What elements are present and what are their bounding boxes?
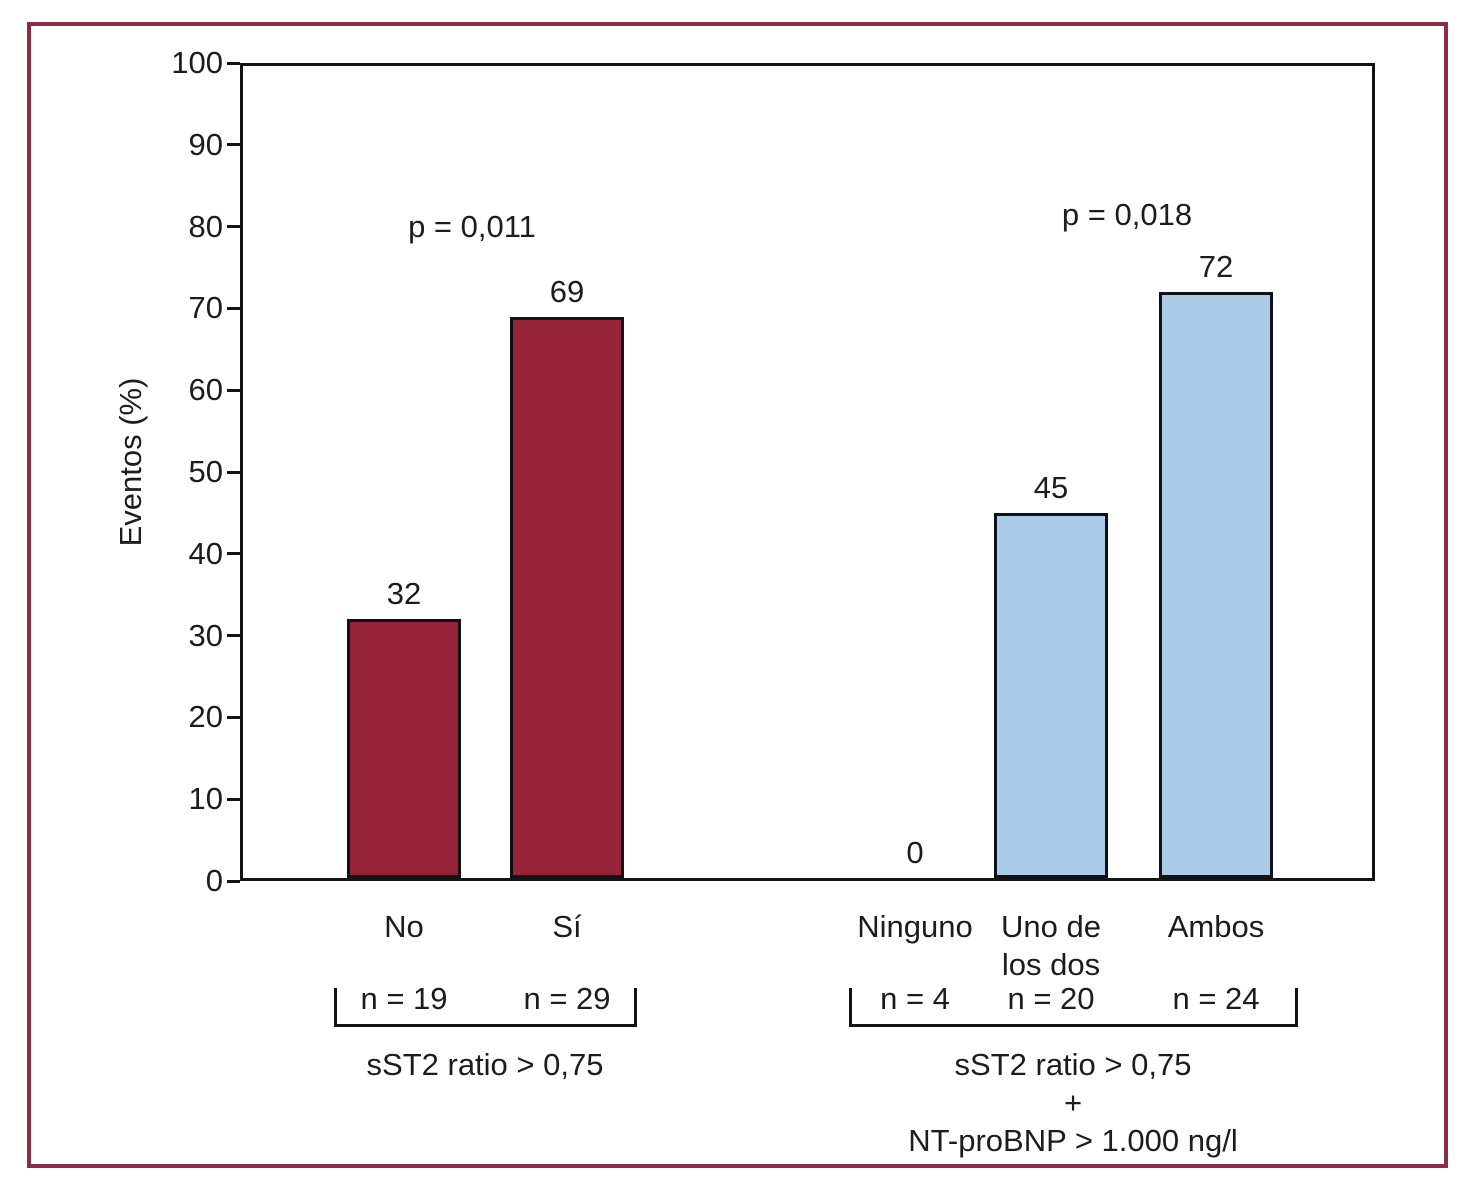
- y-tick-label: 80: [188, 208, 223, 244]
- p-value-label: p = 0,018: [1061, 197, 1193, 232]
- y-axis-tick: [227, 388, 240, 392]
- category-label: No: [384, 909, 424, 944]
- figure-frame: [27, 22, 1448, 1168]
- bar-value-label: 72: [1198, 249, 1234, 285]
- group-caption: sST2 ratio > 0,75: [366, 1047, 604, 1082]
- group-bracket: [334, 988, 637, 1027]
- y-tick-label: 40: [188, 535, 223, 571]
- n-count-label: n = 20: [1007, 981, 1095, 1016]
- bar-value-label: 32: [386, 576, 422, 612]
- y-axis-tick: [227, 552, 240, 556]
- y-tick-label: 20: [188, 699, 223, 735]
- category-label: Ninguno: [857, 909, 973, 944]
- y-tick-label: 60: [188, 372, 223, 408]
- y-axis-tick: [227, 879, 240, 883]
- group-bracket: [849, 988, 1298, 1027]
- y-axis-tick: [227, 61, 240, 65]
- n-count-label: n = 24: [1172, 981, 1260, 1016]
- category-label: Sí: [552, 909, 582, 944]
- bar-value-label: 45: [1033, 469, 1069, 505]
- y-axis-tick: [227, 634, 240, 638]
- category-label: Uno de los dos: [1001, 909, 1101, 982]
- y-axis-tick: [227, 306, 240, 310]
- bar: [994, 512, 1108, 878]
- group-caption: sST2 ratio > 0,75 + NT-proBNP > 1.000 ng…: [908, 1047, 1238, 1158]
- n-count-label: n = 4: [880, 981, 950, 1016]
- y-tick-label: 30: [188, 617, 223, 653]
- bar-value-label: 69: [549, 273, 585, 309]
- p-value-label: p = 0,011: [408, 209, 536, 244]
- bar: [347, 619, 461, 878]
- y-axis-tick: [227, 470, 240, 474]
- y-tick-label: 50: [188, 454, 223, 489]
- y-axis-tick: [227, 715, 240, 719]
- bar-value-label: 0: [906, 835, 924, 870]
- y-tick-label: 70: [188, 290, 223, 326]
- y-axis-tick: [227, 143, 240, 147]
- n-count-label: n = 29: [523, 981, 611, 1016]
- y-tick-label: 100: [171, 45, 223, 80]
- category-label: Ambos: [1167, 909, 1265, 944]
- y-tick-label: 0: [205, 863, 223, 898]
- n-count-label: n = 19: [360, 981, 448, 1016]
- bar: [510, 316, 624, 878]
- bar: [1159, 292, 1273, 878]
- y-axis-tick: [227, 225, 240, 229]
- y-axis-tick: [227, 797, 240, 801]
- y-tick-label: 10: [188, 781, 223, 817]
- y-tick-label: 90: [188, 126, 223, 162]
